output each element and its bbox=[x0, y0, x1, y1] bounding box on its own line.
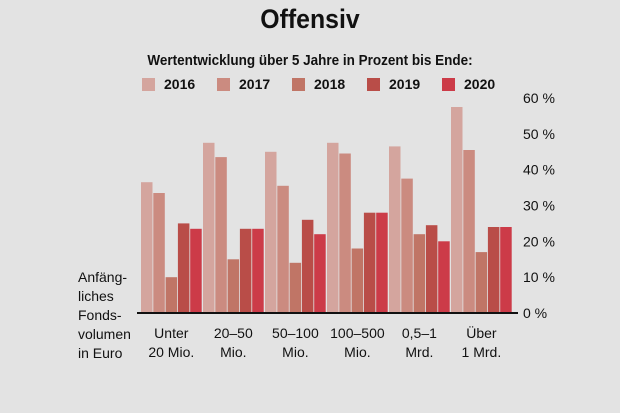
x-axis-title-line: Anfäng- bbox=[78, 269, 128, 285]
y-tick-label: 0 % bbox=[523, 305, 547, 321]
bar-2017-0 bbox=[153, 193, 165, 313]
bar-2018-1 bbox=[227, 259, 240, 314]
legend-label-2017: 2017 bbox=[239, 76, 271, 92]
legend-swatch-2020 bbox=[442, 77, 455, 91]
legend-swatch-2016 bbox=[142, 77, 155, 91]
legend-item-2019: 2019 bbox=[367, 76, 420, 92]
legend-swatch-2018 bbox=[292, 77, 305, 91]
category-label: 100–500 Mio. bbox=[330, 325, 385, 360]
legend-item-2016: 2016 bbox=[142, 76, 195, 92]
category-label: Unter 20 Mio. bbox=[148, 325, 194, 360]
bar-2019-2 bbox=[301, 219, 314, 313]
bar-2018-0 bbox=[165, 277, 178, 313]
legend-item-2017: 2017 bbox=[217, 76, 270, 92]
bar-2019-0 bbox=[177, 223, 190, 313]
bar-2019-3 bbox=[363, 212, 376, 313]
x-axis-title: Anfäng-liches Fonds-volumen in Euro bbox=[78, 268, 158, 363]
bar-group bbox=[141, 107, 512, 314]
bar-2018-4 bbox=[413, 234, 426, 313]
bar-2017-5 bbox=[463, 150, 475, 313]
bar-2016-0 bbox=[141, 182, 153, 313]
x-axis-title-line: volumen bbox=[78, 326, 131, 342]
legend-item-2018: 2018 bbox=[292, 76, 345, 92]
legend-label-2019: 2019 bbox=[389, 76, 421, 92]
bar-2020-3 bbox=[376, 212, 388, 313]
chart-title: Offensiv bbox=[260, 4, 360, 34]
category-label: Über 1 Mrd. bbox=[462, 324, 502, 360]
bar-2017-1 bbox=[215, 157, 227, 313]
bar-2018-2 bbox=[289, 262, 302, 313]
bar-2016-4 bbox=[389, 146, 401, 313]
y-tick-label: 60 % bbox=[523, 90, 555, 106]
bar-2017-3 bbox=[339, 153, 351, 313]
bar-2020-1 bbox=[252, 228, 264, 313]
y-axis-ticks: 0 % 10 % 20 % 30 % 40 % 50 % 60 % bbox=[523, 90, 555, 321]
x-axis-categories: Unter 20 Mio. 20–50 Mio. 50–100 Mio. 100–500 Mi… bbox=[148, 324, 501, 360]
category-label: 0,5–1 Mrd. bbox=[402, 325, 437, 360]
legend-label-2020: 2020 bbox=[464, 76, 496, 92]
bar-2018-5 bbox=[475, 252, 488, 313]
legend-label-2016: 2016 bbox=[164, 76, 196, 92]
legend-label-2018: 2018 bbox=[314, 76, 346, 92]
bar-2019-1 bbox=[239, 228, 252, 313]
bar-2018-3 bbox=[351, 248, 364, 313]
bar-2020-4 bbox=[438, 241, 450, 313]
bar-2016-1 bbox=[203, 142, 215, 313]
bar-2020-0 bbox=[190, 228, 202, 313]
x-axis-title-line: liches bbox=[78, 288, 114, 304]
chart-legend: 2016 2017 2018 2019 2020 bbox=[0, 76, 620, 96]
bar-2019-4 bbox=[425, 225, 438, 313]
chart-subtitle: Wertentwicklung über 5 Jahre in Prozent … bbox=[147, 52, 473, 69]
x-axis-title-line: in Euro bbox=[78, 345, 123, 361]
bar-2016-2 bbox=[265, 151, 277, 314]
legend-swatch-2017 bbox=[217, 77, 230, 91]
bar-2020-5 bbox=[500, 227, 512, 313]
bar-2016-5 bbox=[451, 107, 463, 313]
bar-2016-3 bbox=[327, 142, 339, 313]
bar-2017-2 bbox=[277, 185, 289, 313]
bar-2019-5 bbox=[487, 227, 500, 313]
y-tick-label: 20 % bbox=[523, 233, 555, 249]
bar-2017-4 bbox=[401, 178, 413, 313]
bar-2020-2 bbox=[314, 234, 326, 313]
y-tick-label: 40 % bbox=[523, 162, 555, 178]
y-tick-label: 50 % bbox=[523, 126, 555, 142]
category-label: 20–50 Mio. bbox=[214, 325, 253, 360]
legend-item-2020: 2020 bbox=[442, 76, 495, 92]
y-tick-label: 30 % bbox=[523, 198, 555, 214]
category-label: 50–100 Mio. bbox=[272, 325, 319, 360]
x-axis-title-line: Fonds- bbox=[78, 307, 122, 323]
legend-swatch-2019 bbox=[367, 77, 380, 91]
y-tick-label: 10 % bbox=[523, 269, 555, 285]
